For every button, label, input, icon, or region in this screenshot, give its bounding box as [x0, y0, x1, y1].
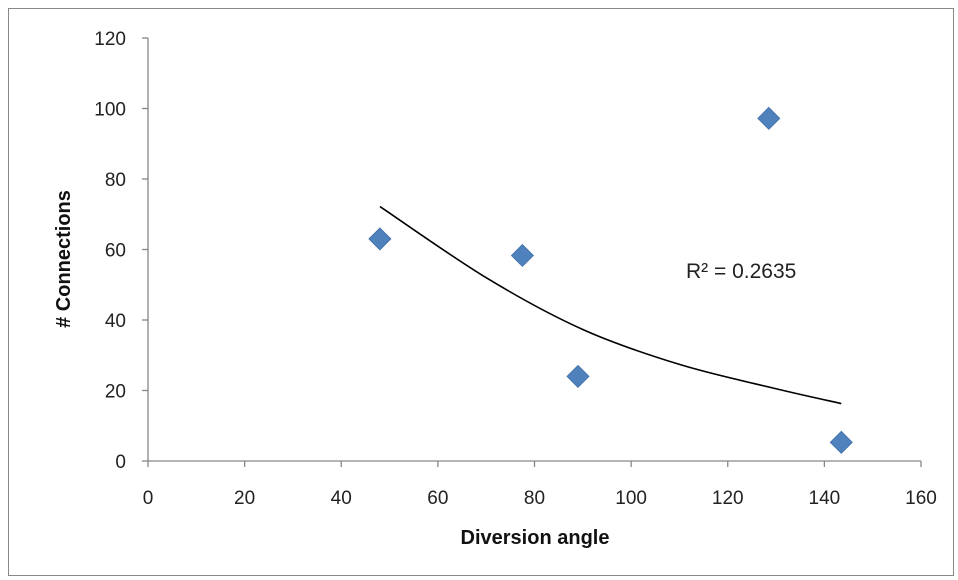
data-point	[566, 364, 590, 388]
x-tick-label: 140	[809, 488, 841, 509]
tick-labels: 0 20 40 60 80 100 120 0 20 40 60 80 100 120 140 160	[94, 29, 937, 509]
x-tick-label: 120	[712, 488, 744, 509]
trendline	[379, 205, 842, 405]
y-tick-label: 0	[115, 452, 126, 473]
y-tick-label: 40	[105, 311, 126, 332]
x-tick-label: 0	[143, 488, 154, 509]
y-tick-label: 100	[94, 100, 126, 121]
x-tick-label: 100	[615, 488, 647, 509]
data-points	[368, 106, 853, 454]
y-axis-title: # Connections	[53, 190, 75, 328]
r-squared-annotation: R² = 0.2635	[686, 260, 796, 283]
scatter-chart: 0 20 40 60 80 100 120 0 20 40 60 80 100 120 140 160 R² …	[53, 29, 937, 549]
chart-frame: 0 20 40 60 80 100 120 0 20 40 60 80 100 120 140 160 R² …	[8, 8, 954, 576]
data-point	[510, 243, 534, 268]
x-tick-label: 40	[331, 488, 352, 509]
x-axis-title: Diversion angle	[461, 527, 610, 549]
data-point	[829, 430, 853, 454]
x-tick-label: 80	[524, 488, 545, 509]
x-tick-label: 160	[905, 488, 937, 509]
tick-marks	[142, 37, 922, 467]
y-tick-label: 20	[105, 382, 126, 403]
data-point	[757, 106, 781, 130]
x-tick-label: 60	[427, 488, 448, 509]
x-tick-label: 20	[234, 488, 255, 509]
y-tick-label: 120	[94, 29, 126, 50]
y-tick-label: 60	[105, 241, 126, 262]
y-tick-label: 80	[105, 170, 126, 191]
axes	[147, 38, 921, 462]
data-point	[368, 227, 392, 251]
